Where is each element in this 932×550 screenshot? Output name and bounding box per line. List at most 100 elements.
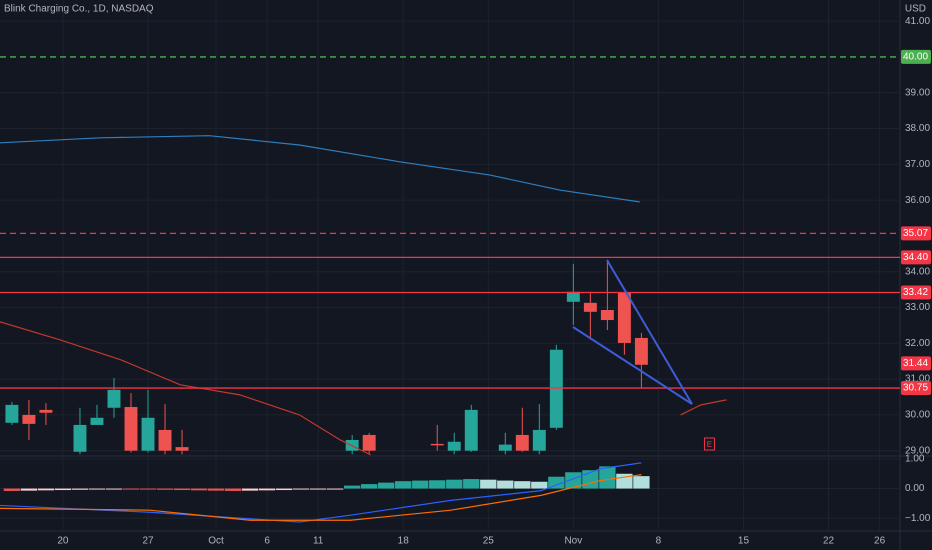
x-tick-label: 8 — [656, 536, 662, 547]
histogram-bar — [275, 488, 293, 491]
histogram-bar — [37, 488, 55, 491]
y-tick-label: 41.00 — [905, 16, 930, 27]
candle-body — [532, 429, 546, 451]
histogram-bar — [292, 488, 310, 490]
histogram-bar — [122, 488, 140, 490]
level-label: 34.40 — [903, 252, 928, 263]
candle-body — [447, 441, 461, 451]
x-tick-label: 18 — [398, 536, 410, 547]
x-tick-label: 25 — [483, 536, 495, 547]
level-label-bg — [901, 381, 931, 396]
histogram-bar — [531, 481, 548, 489]
histogram-bar — [105, 488, 123, 490]
histogram-bar — [71, 488, 89, 490]
osc-tick-label: 0.00 — [905, 483, 925, 494]
x-tick-label: Nov — [564, 536, 582, 547]
level-label-bg — [901, 49, 931, 64]
histogram-bar — [139, 488, 157, 490]
y-tick-label: 34.00 — [905, 266, 930, 277]
candle-body — [39, 409, 53, 413]
histogram-bar — [344, 485, 361, 489]
level-label: 33.42 — [903, 287, 928, 298]
y-tick-label: 32.00 — [905, 338, 930, 349]
candle-body — [464, 409, 478, 451]
histogram-bar — [378, 482, 395, 489]
histogram-bar — [480, 479, 497, 489]
y-tick-label: 36.00 — [905, 195, 930, 206]
histogram-bar — [412, 480, 429, 489]
x-tick-label: 22 — [823, 536, 835, 547]
histogram-bar — [207, 488, 225, 491]
candle-body — [617, 292, 631, 343]
last-price-label: 31.44 — [903, 358, 928, 369]
y-tick-label: 33.00 — [905, 302, 930, 313]
candle-body — [141, 417, 155, 451]
event-marker-box — [703, 437, 715, 451]
y-tick-label: 29.00 — [905, 445, 930, 456]
candle-body — [107, 389, 121, 408]
candle-body — [634, 337, 648, 365]
candle-body — [566, 291, 580, 302]
histogram-bar — [309, 488, 327, 490]
histogram-bar — [88, 488, 106, 490]
candle-body — [430, 443, 444, 446]
histogram-bar — [463, 479, 480, 489]
main-pane — [0, 135, 727, 455]
y-tick-label: 38.00 — [905, 123, 930, 134]
level-label: 40.00 — [903, 52, 928, 63]
histogram-bar — [54, 488, 72, 491]
candle-body — [549, 349, 563, 428]
level-label-bg — [901, 250, 931, 265]
histogram-bar — [190, 488, 208, 491]
histogram-bar — [173, 488, 191, 491]
osc-tick-label: −1.00 — [905, 513, 931, 524]
candle-body — [5, 404, 19, 423]
candle-body — [498, 444, 512, 451]
candle-body — [22, 414, 36, 424]
histogram-bar — [548, 476, 565, 489]
plot-layer: E — [0, 0, 900, 530]
moving-average — [0, 321, 727, 455]
histogram-bar — [361, 484, 378, 489]
histogram-bar — [326, 488, 344, 490]
histogram-bar — [429, 480, 446, 489]
histogram-bar — [20, 488, 38, 491]
osc-tick-label: 1.00 — [905, 454, 925, 465]
x-tick-label: Oct — [208, 536, 224, 547]
candle-body — [158, 429, 172, 451]
level-label-bg — [901, 285, 931, 300]
x-tick-label: 20 — [57, 536, 69, 547]
y-tick-label: 30.00 — [905, 410, 930, 421]
histogram-bar — [446, 479, 463, 489]
oscillator-line — [0, 462, 642, 523]
symbol-title: Blink Charging Co., 1D, NASDAQ — [4, 4, 154, 15]
histogram-bar — [395, 481, 412, 489]
candle-body — [515, 434, 529, 451]
x-tick-label: 6 — [264, 536, 270, 547]
y-tick-label: 31.00 — [905, 374, 930, 385]
histogram-bar — [3, 488, 21, 491]
y-tick-label: 37.00 — [905, 159, 930, 170]
last-price-bg — [901, 356, 931, 371]
candle-body — [362, 434, 376, 451]
x-tick-label: 26 — [874, 536, 886, 547]
histogram-bar — [514, 481, 531, 489]
histogram-bar — [599, 466, 616, 489]
candle-body — [90, 417, 104, 425]
histogram-bar — [224, 488, 242, 491]
moving-average — [0, 135, 640, 203]
histogram-bar — [565, 472, 582, 489]
oscillator-line — [0, 474, 642, 521]
x-tick-label: 15 — [738, 536, 750, 547]
currency: USD — [905, 4, 926, 15]
level-label-bg — [901, 226, 931, 241]
candle-body — [175, 447, 189, 451]
y-tick-label: 39.00 — [905, 87, 930, 98]
histogram-bar — [497, 480, 514, 489]
x-tick-label: 27 — [142, 536, 154, 547]
candle-body — [73, 424, 87, 452]
falling-wedge-drawing — [572, 259, 693, 405]
x-tick-label: 11 — [313, 536, 324, 547]
